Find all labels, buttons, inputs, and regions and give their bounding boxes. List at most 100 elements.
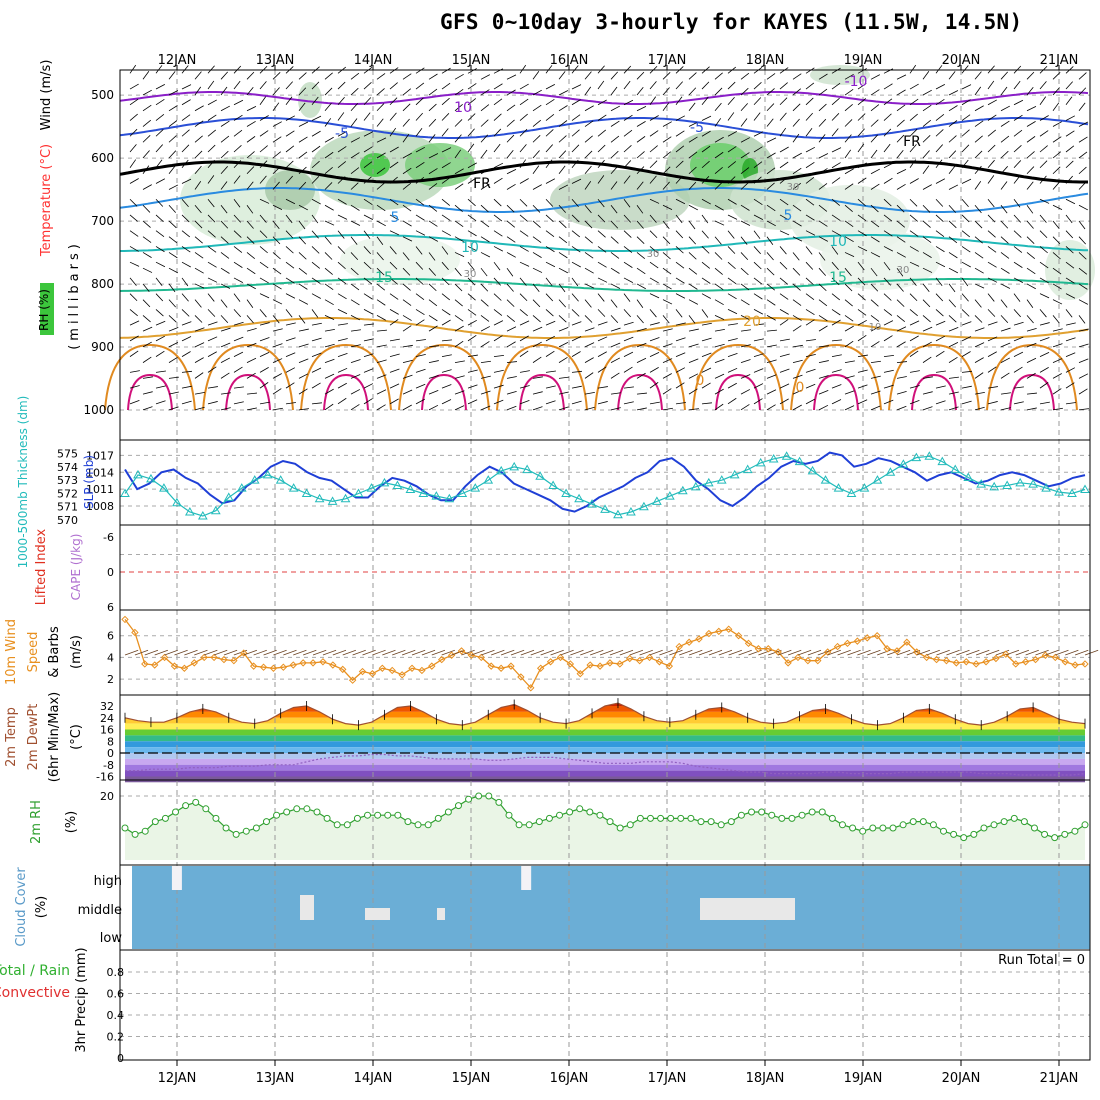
wind-barb: [727, 382, 737, 389]
thickness-point: [587, 499, 597, 508]
wind-barb: [233, 99, 244, 106]
wind-barb: [831, 177, 841, 184]
wind-barb: [272, 328, 283, 332]
pressure-tick-label: 900: [91, 340, 114, 354]
rh-shading: [265, 170, 315, 210]
thickness-point: [652, 496, 662, 505]
wind-barb: [935, 385, 946, 389]
wind10m-point: [437, 655, 446, 664]
wind-barb: [922, 356, 932, 363]
thickness-point: [379, 477, 390, 487]
wind-barb: [714, 72, 723, 80]
wind-barb: [727, 261, 736, 270]
wind-barb: [987, 309, 996, 317]
wind-barb: [350, 182, 359, 190]
wind-barb: [896, 341, 906, 348]
wind-barb: [649, 81, 657, 90]
wind-barb: [545, 65, 553, 74]
wind-barb: [311, 214, 319, 224]
wind-barb: [662, 283, 672, 290]
wind-barb: [571, 65, 579, 74]
wind-barb: [688, 166, 697, 175]
wind10m-point: [368, 670, 377, 678]
wind-barb: [792, 325, 802, 332]
wind-barb: [948, 267, 959, 274]
wind10m-point: [240, 649, 248, 657]
wind-barb: [467, 68, 477, 74]
wind-barb: [935, 320, 946, 326]
wind-barb: [454, 149, 462, 159]
wind-barb: [155, 320, 166, 326]
wind-barb: [519, 385, 530, 389]
wind-barb: [545, 277, 553, 287]
wind-barb: [688, 102, 696, 112]
wind-barb: [467, 293, 476, 301]
wind10m-point: [893, 647, 901, 655]
thickness-point: [340, 493, 351, 503]
temp-band: [125, 711, 1085, 718]
wind-barb: [363, 97, 372, 106]
wind-barb: [818, 236, 829, 242]
wind-barb: [129, 385, 140, 389]
thickness-point: [172, 497, 182, 507]
wind-barb: [688, 358, 699, 364]
thickness-point: [846, 488, 857, 497]
wind-barb: [883, 293, 892, 301]
wind-barb: [896, 326, 907, 332]
wind-barb: [818, 73, 828, 80]
wind-barb: [519, 277, 527, 286]
rh2m-point: [859, 827, 867, 835]
rh2m-tick-label: 20: [100, 790, 114, 803]
wind-barb: [1052, 328, 1063, 332]
wind10m-point: [616, 660, 624, 668]
wind-barb: [545, 385, 556, 389]
wind-barb: [961, 321, 972, 326]
wind-barb: [792, 73, 802, 80]
wind-barb: [636, 315, 644, 324]
wind-barb: [493, 83, 503, 90]
wind-barb: [467, 128, 475, 137]
wind-barb: [129, 261, 140, 267]
wind-barb: [779, 398, 789, 405]
wind-barb: [233, 321, 244, 326]
wind-barb: [1039, 401, 1050, 405]
wind-barb: [974, 165, 982, 174]
wind-barb: [337, 382, 347, 389]
wind-barb: [597, 99, 607, 106]
wind-barb: [311, 382, 321, 389]
wind-barb: [727, 161, 737, 169]
wind-barb: [844, 405, 855, 411]
wind-barb: [1000, 299, 1008, 308]
wind-barb: [883, 384, 894, 389]
wind-barb: [662, 267, 672, 275]
wind-barb: [753, 176, 762, 184]
temp2m-tick-label: 0: [107, 747, 114, 760]
wind-barb: [207, 80, 215, 90]
wind-barb: [324, 403, 334, 411]
wind-barb: [597, 246, 607, 253]
wind-barb: [246, 357, 257, 363]
wind-barb: [805, 293, 815, 301]
wind-barb: [181, 321, 192, 326]
rh2m-point: [303, 805, 311, 813]
wind-barb: [415, 246, 423, 255]
wind10m-barb: [263, 649, 277, 656]
wind-barb: [857, 98, 867, 106]
date-label-top: 18JAN: [746, 53, 785, 68]
wind-barb: [649, 322, 660, 326]
wind-barb: [675, 277, 685, 284]
wind-barb: [363, 383, 374, 389]
wind-barb: [441, 128, 449, 137]
wind-barb: [948, 356, 958, 363]
wind-barb: [961, 351, 971, 357]
wind-barb: [753, 161, 763, 169]
rh2m-point: [576, 805, 584, 813]
wind-barb: [1065, 81, 1073, 90]
wind10m-point: [586, 661, 594, 669]
wind-barb: [454, 73, 464, 80]
wind-barb: [909, 144, 917, 153]
wind-barb: [688, 267, 698, 275]
wind-barb: [909, 214, 918, 222]
wind-barb: [181, 293, 189, 302]
wind-barb: [311, 145, 321, 153]
